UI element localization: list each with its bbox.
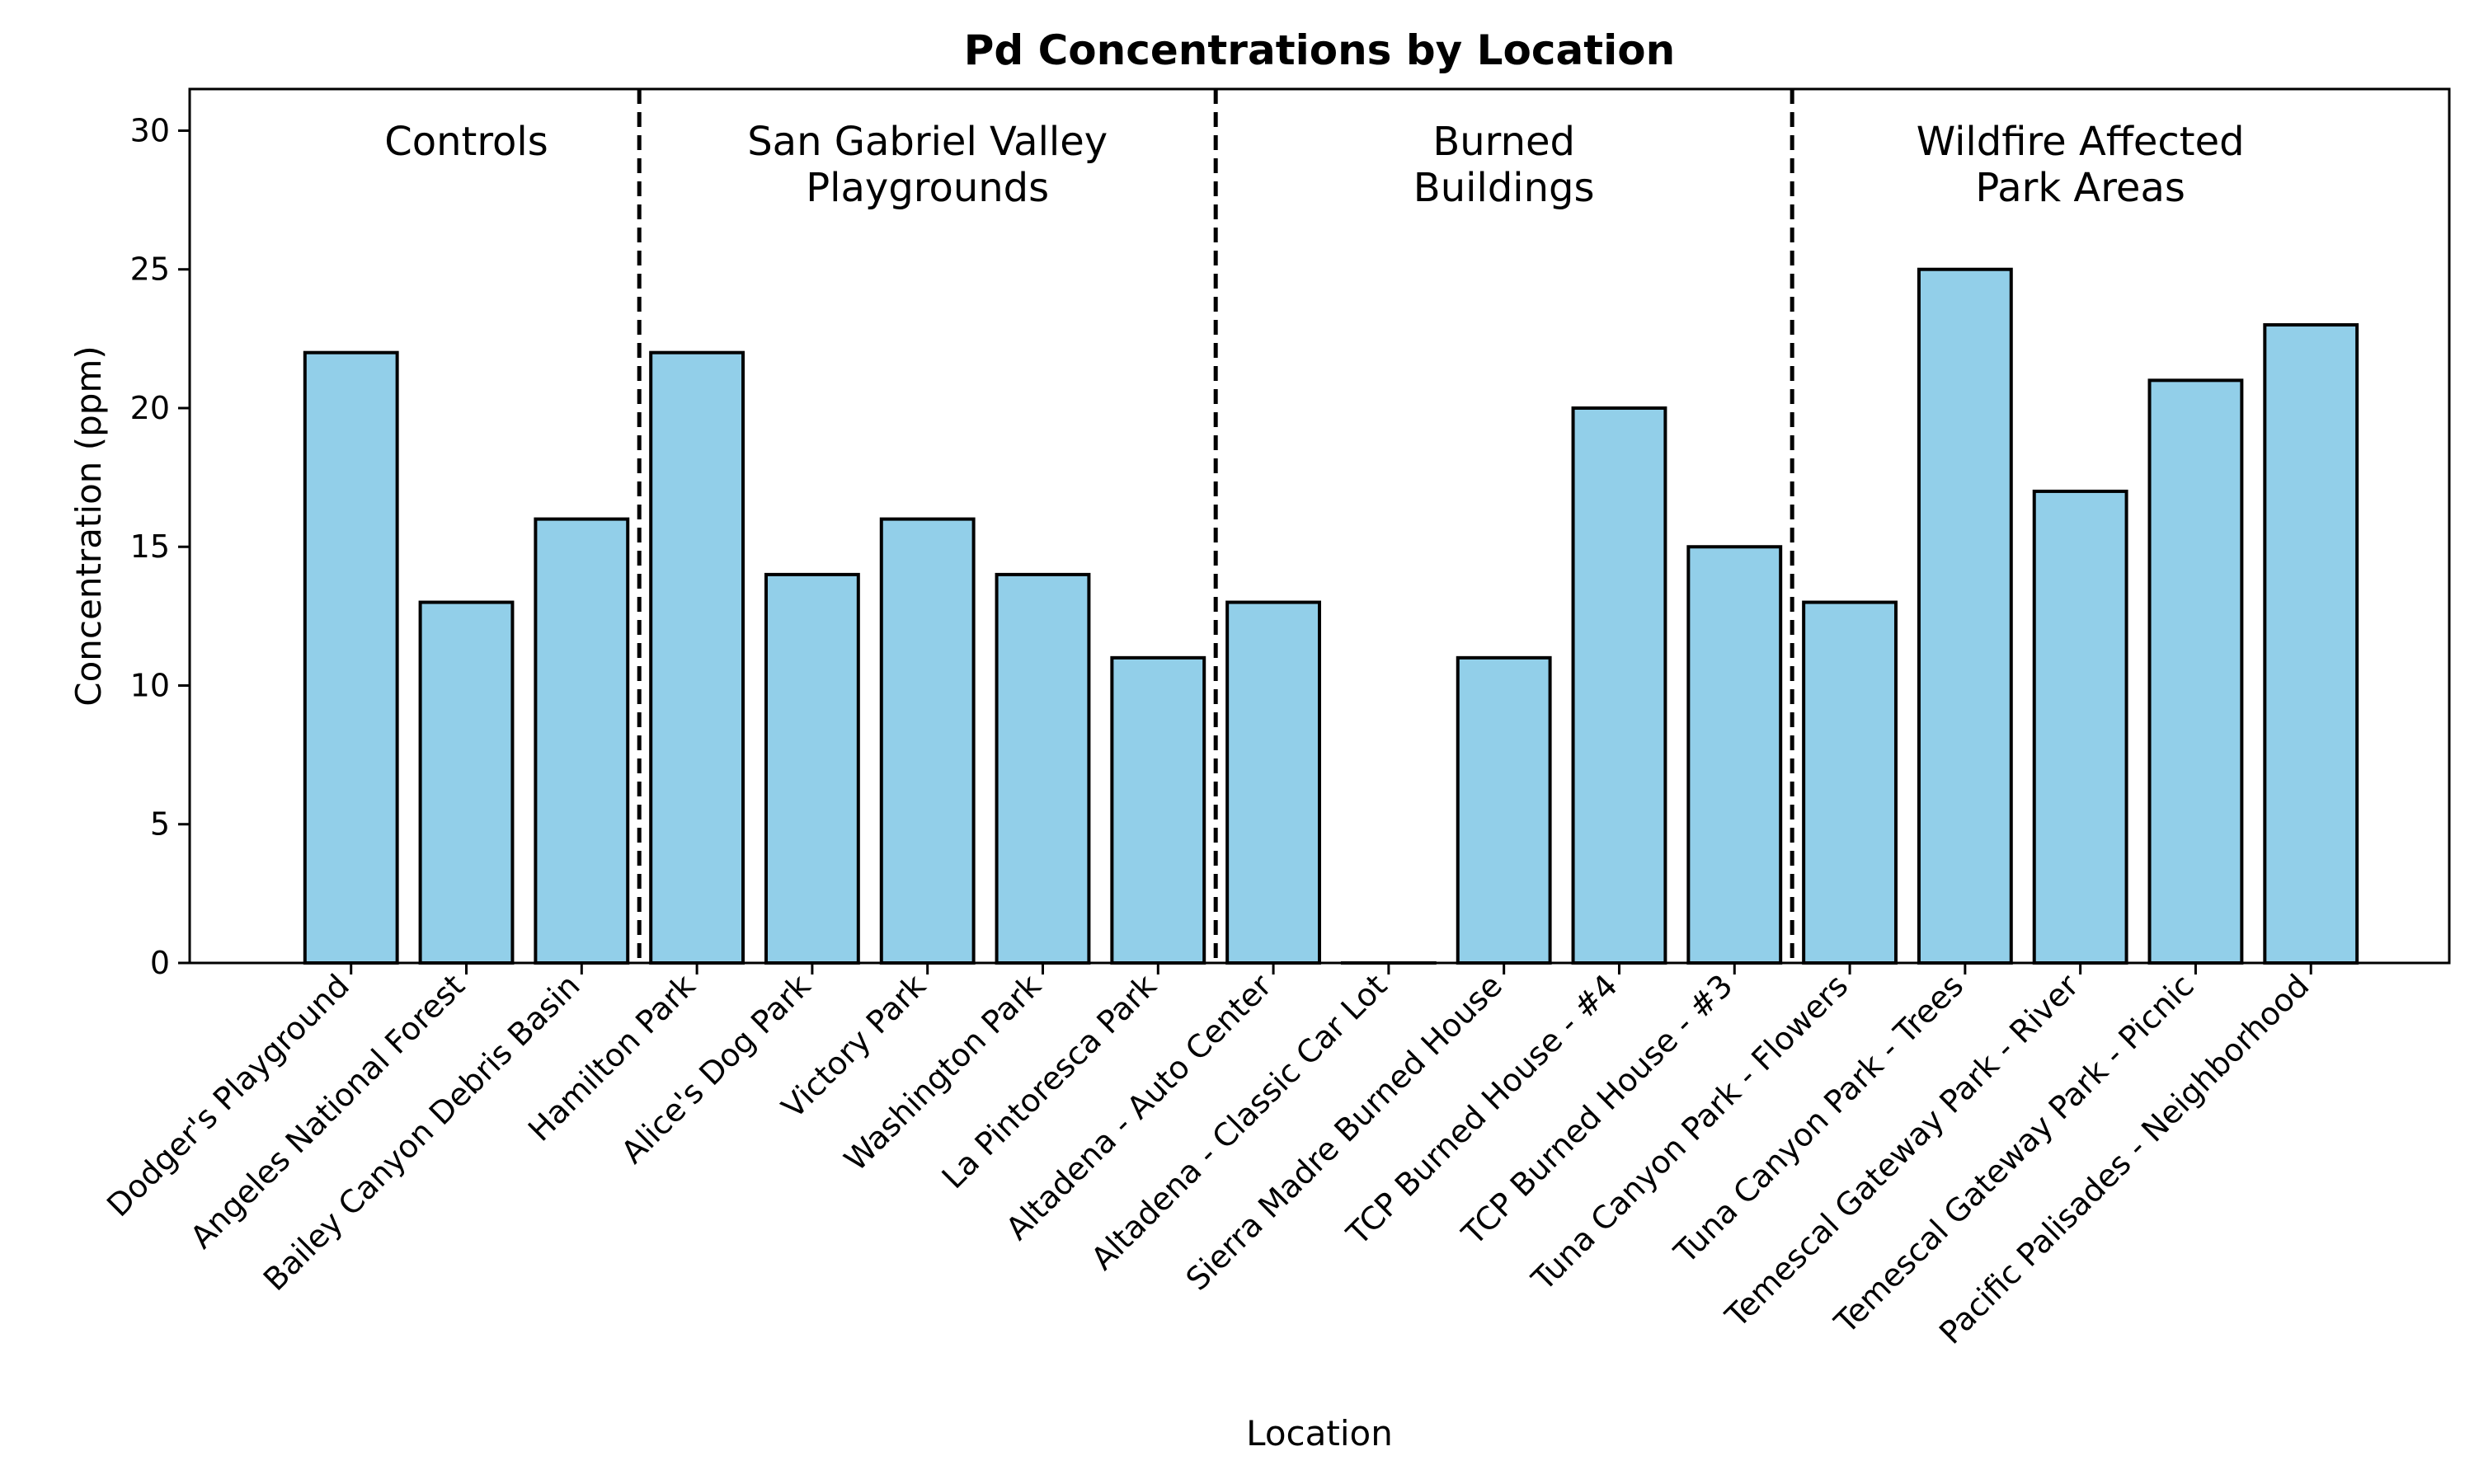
group-label-1-0: San Gabriel Valley	[747, 119, 1108, 165]
bar-11	[1571, 406, 1667, 965]
plot-frame	[188, 87, 2451, 965]
y-tick-label-3: 15	[130, 528, 170, 565]
bar-17	[2263, 323, 2359, 965]
bar-6	[995, 572, 1091, 965]
bar-10	[1456, 655, 1552, 965]
bar-0	[303, 350, 399, 965]
bar-8	[1225, 600, 1321, 965]
bar-12	[1686, 545, 1783, 965]
bar-16	[2147, 378, 2244, 965]
bar-7	[1110, 655, 1206, 965]
bar-1	[418, 600, 515, 965]
group-label-2-1: Buildings	[1413, 165, 1595, 211]
bar-4	[764, 572, 860, 965]
x-tick-label-7: La Pintoresca Park	[935, 967, 1164, 1195]
y-tick-label-1: 5	[150, 806, 170, 843]
y-tick-label-0: 0	[150, 945, 170, 981]
group-label-1-1: Playgrounds	[806, 165, 1049, 211]
chart-title: Pd Concentrations by Location	[964, 26, 1675, 74]
group-label-3-1: Park Areas	[1975, 165, 2185, 211]
group-label-0-0: Controls	[384, 119, 548, 165]
x-tick-label-4: Alice's Dog Park	[614, 967, 817, 1170]
x-axis-label: Location	[1246, 1413, 1393, 1453]
y-tick-label-2: 10	[130, 667, 170, 703]
y-tick-label-5: 25	[130, 251, 170, 288]
bar-14	[1917, 267, 2013, 965]
bar-3	[649, 350, 745, 965]
y-axis-label: Concentration (ppm)	[68, 345, 109, 706]
y-tick-label-6: 30	[130, 112, 170, 148]
y-tick-label-4: 20	[130, 390, 170, 426]
bar-15	[2032, 489, 2128, 965]
group-label-3-0: Wildfire Affected	[1917, 119, 2245, 165]
bar-2	[534, 517, 630, 965]
x-tick-label-6: Washington Park	[837, 967, 1048, 1178]
bar-5	[879, 517, 976, 965]
group-label-2-0: Burned	[1432, 119, 1575, 165]
bar-13	[1802, 600, 1898, 965]
